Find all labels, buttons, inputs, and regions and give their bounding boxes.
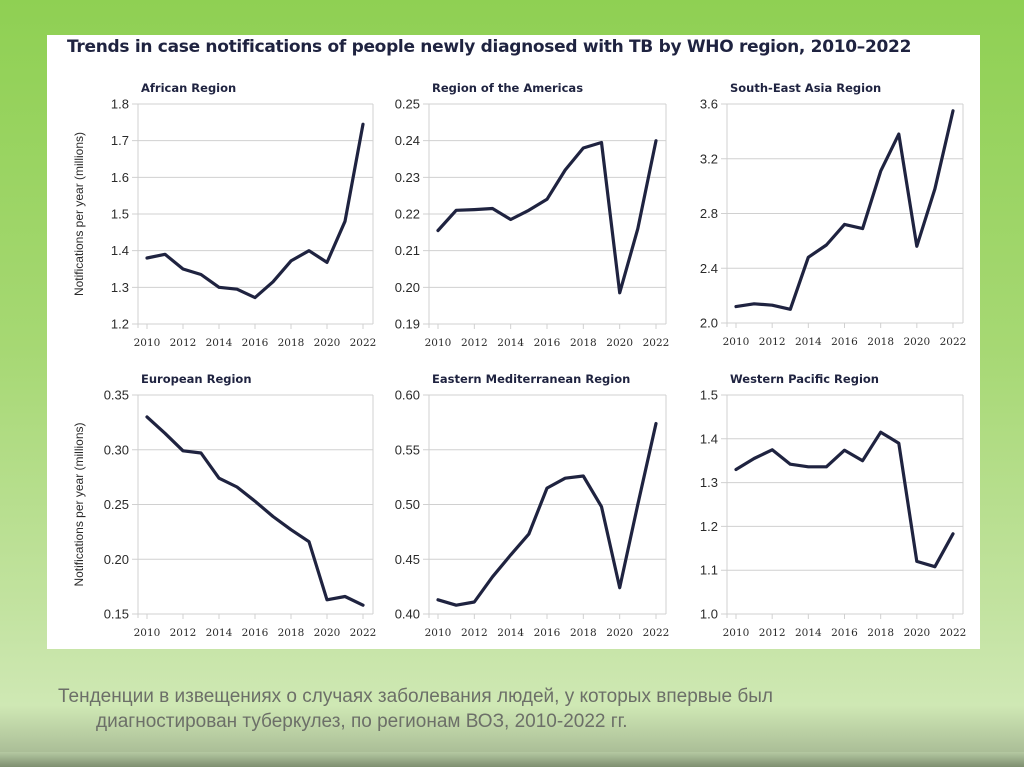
y-tick-label: 0.55 bbox=[395, 442, 420, 457]
x-tick-label: 2018 bbox=[867, 627, 894, 639]
x-tick-label: 2012 bbox=[170, 337, 197, 349]
y-tick-label: 3.2 bbox=[700, 151, 718, 166]
x-tick-label: 2020 bbox=[606, 627, 633, 639]
x-tick-label: 2010 bbox=[134, 337, 161, 349]
x-tick-label: 2022 bbox=[350, 337, 377, 349]
y-tick-label: 2.0 bbox=[700, 316, 718, 331]
y-tick-label: 0.21 bbox=[395, 243, 420, 258]
y-tick-label: 1.7 bbox=[111, 133, 129, 148]
x-tick-label: 2022 bbox=[940, 627, 967, 639]
y-tick-label: 1.2 bbox=[700, 519, 718, 534]
y-tick-label: 1.4 bbox=[111, 243, 129, 258]
y-tick-label: 1.0 bbox=[700, 607, 718, 622]
series-line bbox=[734, 109, 955, 311]
x-tick-label: 2022 bbox=[940, 336, 967, 348]
x-tick-label: 2014 bbox=[206, 337, 233, 349]
x-tick-label: 2018 bbox=[570, 627, 597, 639]
y-tick-label: 0.35 bbox=[104, 388, 129, 403]
y-tick-label: 2.8 bbox=[700, 206, 718, 221]
x-tick-label: 2014 bbox=[497, 627, 524, 639]
small-multiples-charts: African Region 1.2 1.3 1.4 1.5 1.6 1.7 1.8 2010 2… bbox=[72, 81, 967, 639]
series-line bbox=[145, 415, 365, 607]
x-tick-label: 2018 bbox=[278, 337, 305, 349]
panel-title: South-East Asia Region bbox=[730, 81, 881, 95]
x-tick-label: 2022 bbox=[350, 627, 377, 639]
x-tick-label: 2014 bbox=[206, 627, 233, 639]
x-tick-label: 2014 bbox=[795, 336, 822, 348]
y-axis-label: Notifications per year (millions) bbox=[72, 132, 86, 296]
y-tick-label: 0.30 bbox=[104, 442, 129, 457]
panel-title: African Region bbox=[141, 81, 236, 95]
y-axis-label: Notifications per year (millions) bbox=[72, 422, 86, 586]
x-tick-label: 2010 bbox=[134, 627, 161, 639]
series-line bbox=[436, 421, 658, 607]
x-tick-label: 2016 bbox=[242, 627, 269, 639]
x-tick-label: 2018 bbox=[278, 627, 305, 639]
x-tick-label: 2012 bbox=[759, 627, 786, 639]
y-tick-label: 1.4 bbox=[700, 431, 718, 446]
x-tick-label: 2012 bbox=[759, 336, 786, 348]
y-tick-label: 1.6 bbox=[111, 170, 129, 185]
y-tick-label: 0.15 bbox=[104, 607, 129, 622]
y-tick-label: 0.24 bbox=[395, 133, 420, 148]
x-tick-label: 2018 bbox=[867, 336, 894, 348]
y-tick-label: 0.50 bbox=[395, 497, 420, 512]
y-tick-label: 0.20 bbox=[395, 280, 420, 295]
x-tick-label: 2010 bbox=[723, 336, 750, 348]
figure-panel: Trends in case notifications of people n… bbox=[47, 35, 980, 649]
y-tick-label: 1.5 bbox=[700, 388, 718, 403]
series-line bbox=[436, 139, 658, 295]
x-tick-label: 2020 bbox=[314, 337, 341, 349]
x-tick-label: 2014 bbox=[795, 627, 822, 639]
x-tick-label: 2014 bbox=[497, 337, 524, 349]
x-tick-label: 2016 bbox=[831, 336, 858, 348]
series-line bbox=[734, 430, 955, 569]
slide-caption: Тенденции в извещениях о случаях заболев… bbox=[58, 684, 978, 734]
caption-line-2: диагностирован туберкулез, по регионам В… bbox=[96, 711, 628, 732]
x-tick-label: 2020 bbox=[903, 627, 930, 639]
y-tick-label: 0.19 bbox=[395, 317, 420, 332]
series-line bbox=[145, 122, 365, 300]
y-tick-label: 1.3 bbox=[111, 280, 129, 295]
y-tick-label: 2.4 bbox=[700, 261, 718, 276]
x-tick-label: 2016 bbox=[534, 337, 561, 349]
x-tick-label: 2020 bbox=[903, 336, 930, 348]
y-tick-label: 0.45 bbox=[395, 552, 420, 567]
y-tick-label: 0.23 bbox=[395, 170, 420, 185]
y-tick-label: 1.1 bbox=[700, 563, 718, 578]
y-tick-label: 1.5 bbox=[111, 207, 129, 222]
y-tick-label: 0.25 bbox=[104, 497, 129, 512]
x-tick-label: 2012 bbox=[170, 627, 197, 639]
x-tick-label: 2010 bbox=[723, 627, 750, 639]
y-tick-label: 0.25 bbox=[395, 97, 420, 112]
x-tick-label: 2022 bbox=[643, 337, 670, 349]
x-tick-label: 2012 bbox=[461, 627, 488, 639]
x-tick-label: 2016 bbox=[534, 627, 561, 639]
panel-title: Region of the Americas bbox=[432, 81, 583, 95]
panel-title: European Region bbox=[141, 372, 252, 386]
y-tick-label: 1.8 bbox=[111, 97, 129, 112]
x-tick-label: 2010 bbox=[425, 337, 452, 349]
slide-footer-band bbox=[0, 752, 1024, 767]
x-tick-label: 2016 bbox=[831, 627, 858, 639]
x-tick-label: 2022 bbox=[643, 627, 670, 639]
panel-title: Eastern Mediterranean Region bbox=[432, 372, 630, 386]
x-tick-label: 2018 bbox=[570, 337, 597, 349]
x-tick-label: 2020 bbox=[606, 337, 633, 349]
y-tick-label: 1.3 bbox=[700, 475, 718, 490]
caption-line-1: Тенденции в извещениях о случаях заболев… bbox=[58, 686, 773, 707]
y-tick-label: 1.2 bbox=[111, 317, 129, 332]
y-tick-label: 0.40 bbox=[395, 607, 420, 622]
x-tick-label: 2010 bbox=[425, 627, 452, 639]
figure-title: Trends in case notifications of people n… bbox=[67, 37, 912, 57]
y-tick-label: 0.20 bbox=[104, 552, 129, 567]
y-tick-label: 3.6 bbox=[700, 97, 718, 112]
x-tick-label: 2012 bbox=[461, 337, 488, 349]
y-tick-label: 0.22 bbox=[395, 207, 420, 222]
x-tick-label: 2020 bbox=[314, 627, 341, 639]
x-tick-label: 2016 bbox=[242, 337, 269, 349]
y-tick-label: 0.60 bbox=[395, 388, 420, 403]
panel-title: Western Pacific Region bbox=[730, 372, 879, 386]
